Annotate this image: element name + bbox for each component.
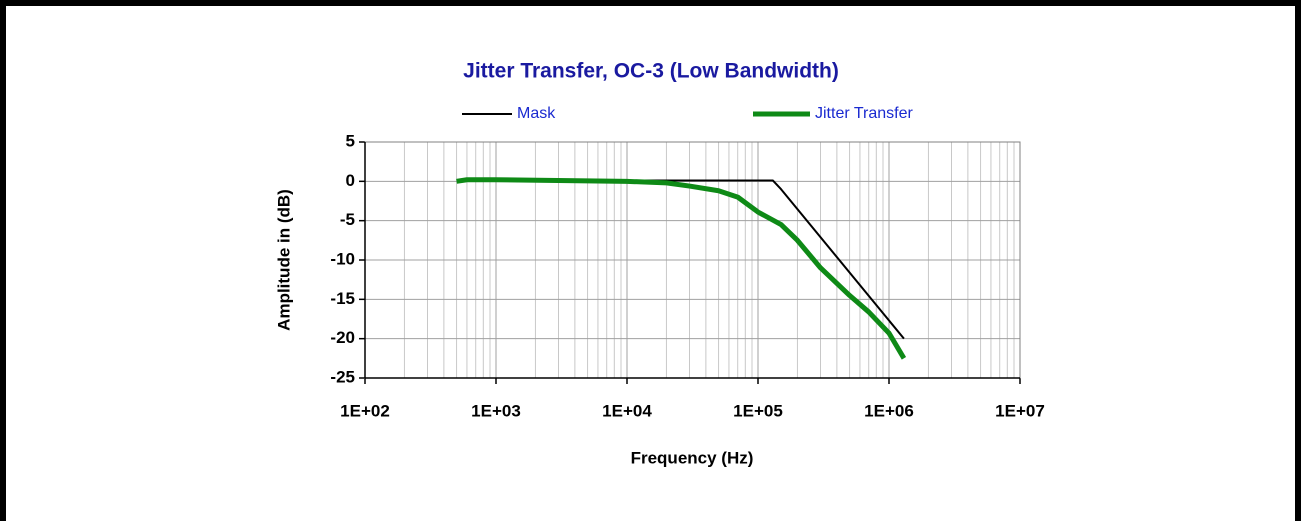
x-tick-label: 1E+03	[471, 401, 521, 420]
y-tick-label: -25	[330, 367, 355, 386]
y-tick-label: 5	[346, 131, 355, 150]
legend-label: Mask	[517, 105, 556, 122]
y-axis-label: Amplitude in (dB)	[274, 189, 293, 331]
y-tick-label: 0	[346, 171, 355, 190]
x-tick-label: 1E+07	[995, 401, 1045, 420]
line-series	[456, 177, 907, 360]
x-tick-label: 1E+05	[733, 401, 783, 420]
y-tick-label: -20	[330, 328, 355, 347]
chart-title: Jitter Transfer, OC-3 (Low Bandwidth)	[463, 60, 839, 83]
legend-label: Jitter Transfer	[815, 105, 913, 122]
x-axis-label: Frequency (Hz)	[631, 448, 754, 467]
x-tick-label: 1E+04	[602, 401, 652, 420]
y-tick-label: -10	[330, 249, 355, 268]
x-tick-label: 1E+06	[864, 401, 914, 420]
x-tick-label: 1E+02	[340, 401, 390, 420]
y-tick-label: -5	[340, 210, 355, 229]
y-tick-label: -15	[330, 289, 355, 308]
